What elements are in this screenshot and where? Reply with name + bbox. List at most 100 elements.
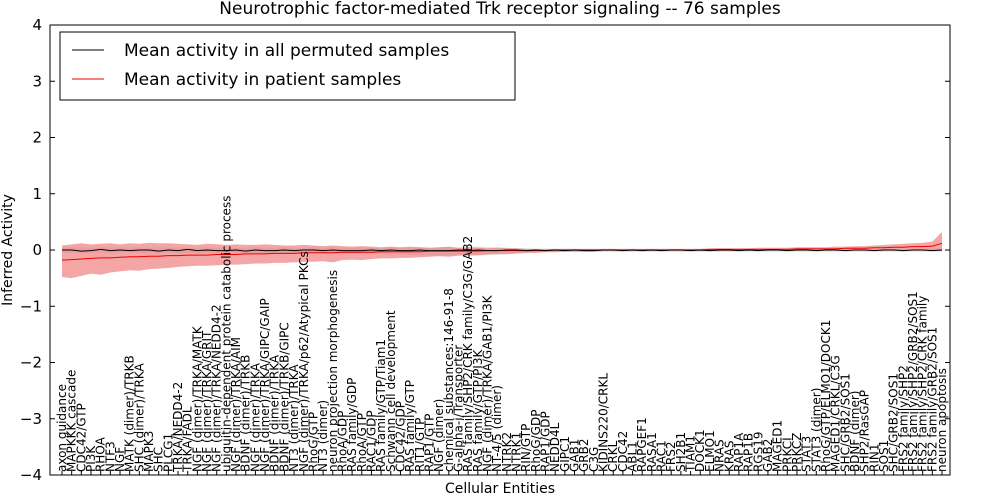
x-tick-label: RASA1 [645,432,659,472]
x-tick-label: BDNF (dimer) [848,391,862,473]
x-tick-label: NRAS [713,439,727,472]
x-tick-label: GIPC1 [558,436,572,472]
x-tick-label: RhoA/GDP [335,411,349,472]
x-tick-label: TRKA/NEDD4-2 [171,382,185,473]
x-tick-label: CDC42 [616,431,630,472]
x-tick-label: RhoG/GTP [306,412,320,472]
y-tick-label: −1 [20,297,42,315]
x-tick-label: TRKA/FADL [181,406,195,473]
x-tick-label: SHC/GRB2/SOS1 [887,373,901,472]
x-tick-label: RAC1 [655,440,669,472]
permuted-mean-line [62,248,943,252]
x-tick-label: KRAS [722,441,736,473]
legend-label-permuted: Mean activity in all permuted samples [124,41,449,61]
x-tick-label: neuron apoptosis [935,368,949,472]
x-tick-label: RHOA [94,436,108,472]
x-tick-label: BDNF (dimer)/TRKB [239,355,253,472]
x-tick-label: RAS family/GTP/Tiam1 [374,339,388,472]
x-tick-label: CDC42/GTP [74,403,88,472]
x-tick-label: Schwann cell development [384,310,398,472]
x-tick-label: GAB2 [761,439,775,472]
x-tick-label: C3G [587,447,601,472]
y-tick-label: −3 [20,410,42,428]
x-tick-label: FRS2 family/SHP2/CRK family [916,296,930,472]
x-tick-label: RAP1/GTP [423,414,437,472]
x-tick-label: NGF (dimer)/TRKA/GRIT [200,330,214,472]
x-tick-label: NGF (dimer)/TRKA/MATK [190,325,204,472]
x-tick-label: RAS family/GDP [345,378,359,472]
x-tick-label: MAGED1 [771,420,785,472]
legend: Mean activity in all permuted samples Me… [59,31,516,101]
legend-label-patient: Mean activity in patient samples [124,70,401,90]
y-tick-label: −4 [20,466,42,484]
y-tick-label: 4 [32,16,42,34]
x-tick-label: FRS2 family/SHP2 [896,365,910,472]
x-tick-label: KIDINS220/CRKL [597,373,611,472]
y-tick-label: −2 [20,354,42,372]
x-tick-label: RAP1A [732,432,746,472]
x-tick-label: SHC/GRB2/SOS1 [838,373,852,472]
series-lines [61,242,943,261]
x-tick-label: TIAM1 [684,435,698,473]
x-tick-label: PRKCI [780,437,794,472]
x-tick-label: SOS1 [877,440,891,472]
x-tick-label: BDNF (dimer)/TRKB/GIPC [277,322,291,472]
y-tick-label: 2 [32,129,42,147]
x-tick-label: MATK (dimer)/TRKB [123,355,137,472]
y-axis-label: Inferred Activity [0,194,16,306]
x-tick-label: NT-4/5 (dimer) [490,385,504,472]
x-tick-label: NTRK2 [500,432,514,472]
x-tick-label: RAS family/GTP/PI3K [471,349,485,472]
x-tick-label: SHC [152,447,166,472]
x-tick-label: SHC (dimer)/TRKA [132,363,146,473]
x-tick-label: RGS19 [751,432,765,473]
x-tick-label: MAGED1/CRKL/C3G [829,355,843,472]
x-tick-label: NGF (dimer) [432,399,446,472]
x-tick-label: RIN1 [867,443,881,472]
x-tick-label: ubiquitin-dependent protein catabolic pr… [219,196,233,472]
x-tick-label: axon guidance [55,384,69,472]
patient-band [62,232,942,279]
x-tick-label: RIN/GTP [519,424,533,472]
x-tick-label: RhoA/GTP [355,413,369,472]
x-tick-label: NGF [113,447,127,472]
x-tick-label: RAC1/GDP [365,410,379,472]
x-tick-label: G-alpha-i/Transporter [452,345,466,472]
x-tick-marks [61,471,943,475]
x-tick-label: chemical substances:146-91-8 [442,288,456,472]
x-tick-label: PRKCZ [790,433,804,472]
x-tick-label: ABL1 [626,441,640,472]
x-tick-label: ELMO1 [703,430,717,472]
x-tick-label: RAP1B [742,433,756,472]
x-tick-label: RIT1/GTP [413,418,427,472]
x-tick-label: NEDD4L [548,422,562,472]
x-tick-label: NGF (dimer)/TRKA/GIPC/GAIP [258,298,272,472]
y-tick-label: 3 [32,72,42,90]
x-tick-label: NGF (dimer)/TRKA/NEDD4-2 [210,304,224,472]
x-tick-label: PI3K [84,445,98,472]
x-tick-label: DOCK1 [693,429,707,472]
x-tick-label: NT3 (dimer)/TRKA [287,364,301,472]
x-tick-label: CRKL [606,440,620,472]
x-tick-label: RAS family/SHP2/CRK family/C3G/GAB2 [461,236,475,472]
x-tick-label: FRS2 family/GRB2/SOS1 [925,327,939,472]
x-tick-label: FRS2 [664,441,678,472]
y-axis: −4 −3 −2 −1 0 1 2 3 4 [20,16,950,484]
x-tick-label: FRS2 family/SHP2/GRB2/SOS1 [906,291,920,472]
x-tick-label: NTRK1 [510,432,524,472]
x-tick-label: NTF3 [103,441,117,472]
x-tick-label: RhoG/GDP [529,410,543,472]
x-tick-label: BDNF (dimer)/TRKA [268,354,282,472]
x-tick-label: NGF (dimer)/TRKA/AIM [229,337,243,472]
x-tick-label: GRB2 [577,438,591,472]
x-tick-label: SHP2/RasGAP [858,390,872,472]
x-tick-label: RAPGEF1 [635,417,649,472]
legend-box [59,31,516,101]
x-tick-label: neuron projection morphogenesis [326,270,340,472]
x-tick-label: NT3 (dimer) [316,400,330,472]
x-tick-label: MAPKKK cascade [65,370,79,472]
x-tick-label: RAP1/GDP [539,411,553,472]
x-tick-label: STAT3 [800,436,814,472]
